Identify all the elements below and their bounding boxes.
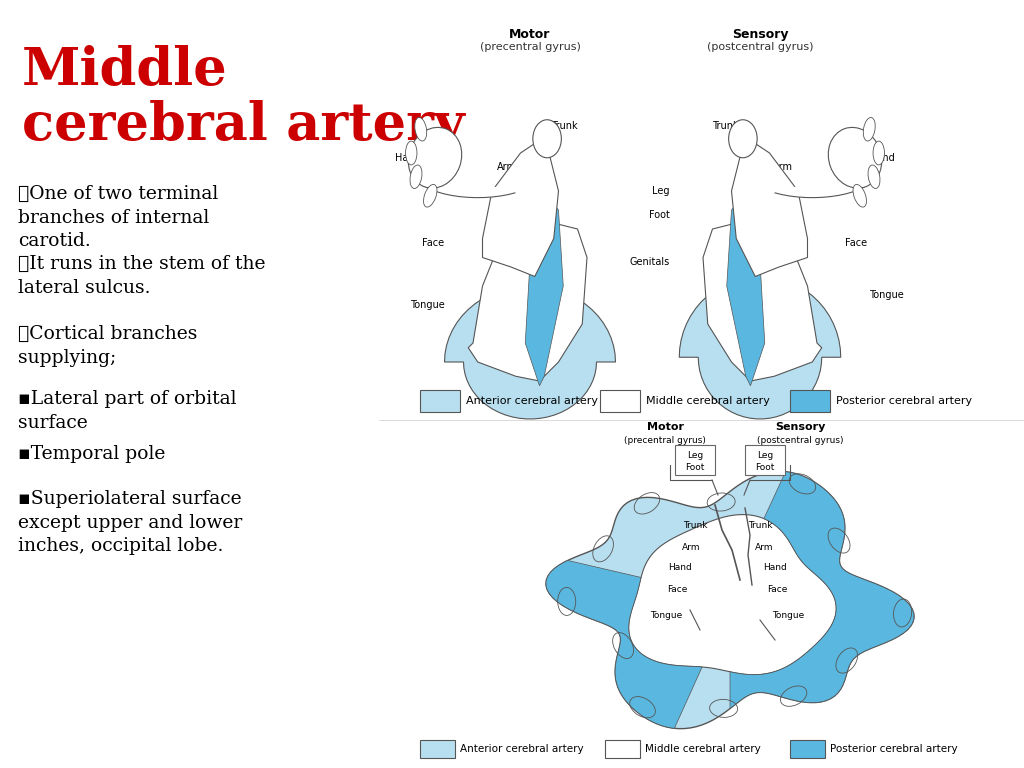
Text: Arm: Arm (682, 544, 700, 552)
Text: ▪Temporal pole: ▪Temporal pole (18, 445, 165, 463)
Ellipse shape (532, 120, 561, 157)
Polygon shape (468, 220, 587, 381)
Text: ➤It runs in the stem of the
lateral sulcus.: ➤It runs in the stem of the lateral sulc… (18, 255, 265, 296)
Text: ▪Lateral part of orbital
surface: ▪Lateral part of orbital surface (18, 390, 237, 432)
Polygon shape (703, 220, 821, 381)
Bar (600, 390, 640, 412)
Text: Motor: Motor (646, 422, 683, 432)
Text: ➤One of two terminal
branches of internal
carotid.: ➤One of two terminal branches of interna… (18, 185, 218, 250)
Text: Anterior cerebral artery: Anterior cerebral artery (460, 744, 584, 754)
Text: cerebral artery: cerebral artery (22, 100, 465, 152)
Bar (420, 740, 455, 758)
Text: Tongue: Tongue (772, 611, 804, 620)
Bar (745, 445, 785, 475)
Text: Leg: Leg (757, 451, 773, 459)
Text: Trunk: Trunk (748, 521, 772, 529)
Bar (675, 445, 715, 475)
Ellipse shape (410, 165, 422, 188)
Text: Foot: Foot (685, 462, 705, 472)
Text: (postcentral gyrus): (postcentral gyrus) (757, 436, 843, 445)
Polygon shape (730, 472, 914, 709)
Text: Genitals: Genitals (630, 257, 670, 267)
Text: Arm: Arm (497, 162, 517, 172)
Ellipse shape (828, 127, 882, 188)
Polygon shape (546, 472, 914, 729)
Text: Leg: Leg (687, 451, 703, 459)
Bar (420, 390, 460, 412)
Text: Hand: Hand (395, 153, 421, 163)
Ellipse shape (406, 141, 417, 165)
Text: (precentral gyrus): (precentral gyrus) (624, 436, 706, 445)
Text: Foot: Foot (756, 462, 775, 472)
Ellipse shape (415, 118, 427, 141)
Polygon shape (482, 144, 558, 276)
Text: Tongue: Tongue (410, 300, 444, 310)
Polygon shape (629, 515, 837, 675)
Text: Face: Face (767, 585, 787, 594)
Polygon shape (679, 276, 841, 419)
Polygon shape (525, 181, 563, 386)
Bar (790, 390, 830, 412)
Polygon shape (444, 286, 615, 419)
Text: Hand: Hand (763, 564, 786, 572)
Text: Hand: Hand (869, 153, 895, 163)
Text: Face: Face (668, 585, 688, 594)
Polygon shape (774, 164, 877, 197)
Text: Arm: Arm (773, 162, 794, 172)
Ellipse shape (409, 127, 462, 188)
Bar (605, 740, 640, 758)
Ellipse shape (853, 184, 866, 207)
Text: Arm: Arm (755, 544, 773, 552)
Text: Anterior cerebral artery: Anterior cerebral artery (466, 396, 598, 406)
Polygon shape (727, 181, 765, 386)
Text: Sensory: Sensory (732, 28, 788, 41)
Text: ▪Superiolateral surface
except upper and lower
inches, occipital lobe.: ▪Superiolateral surface except upper and… (18, 490, 243, 555)
Text: Posterior cerebral artery: Posterior cerebral artery (830, 744, 957, 754)
Text: Hand: Hand (669, 564, 692, 572)
Text: Trunk: Trunk (713, 121, 739, 131)
Text: Face: Face (422, 238, 444, 248)
Text: Leg: Leg (652, 186, 670, 196)
Bar (790, 740, 825, 758)
Text: Motor: Motor (509, 28, 551, 41)
Ellipse shape (873, 141, 885, 165)
Polygon shape (414, 164, 515, 197)
Polygon shape (731, 144, 808, 276)
Text: Middle cerebral artery: Middle cerebral artery (645, 744, 761, 754)
Text: ➤Cortical branches
supplying;: ➤Cortical branches supplying; (18, 325, 198, 366)
Text: (precentral gyrus): (precentral gyrus) (479, 42, 581, 52)
Ellipse shape (424, 184, 437, 207)
Text: Middle: Middle (22, 45, 227, 96)
Text: Sensory: Sensory (775, 422, 825, 432)
Text: Tongue: Tongue (869, 290, 904, 300)
Ellipse shape (868, 165, 880, 188)
Text: Posterior cerebral artery: Posterior cerebral artery (836, 396, 972, 406)
Ellipse shape (729, 120, 757, 157)
Text: Foot: Foot (649, 210, 670, 220)
Polygon shape (546, 561, 702, 728)
Text: Tongue: Tongue (650, 611, 682, 620)
Text: (postcentral gyrus): (postcentral gyrus) (707, 42, 813, 52)
Text: Face: Face (846, 238, 867, 248)
Ellipse shape (863, 118, 876, 141)
Text: Trunk: Trunk (683, 521, 708, 529)
Text: Trunk: Trunk (551, 121, 578, 131)
Text: Middle cerebral artery: Middle cerebral artery (646, 396, 770, 406)
